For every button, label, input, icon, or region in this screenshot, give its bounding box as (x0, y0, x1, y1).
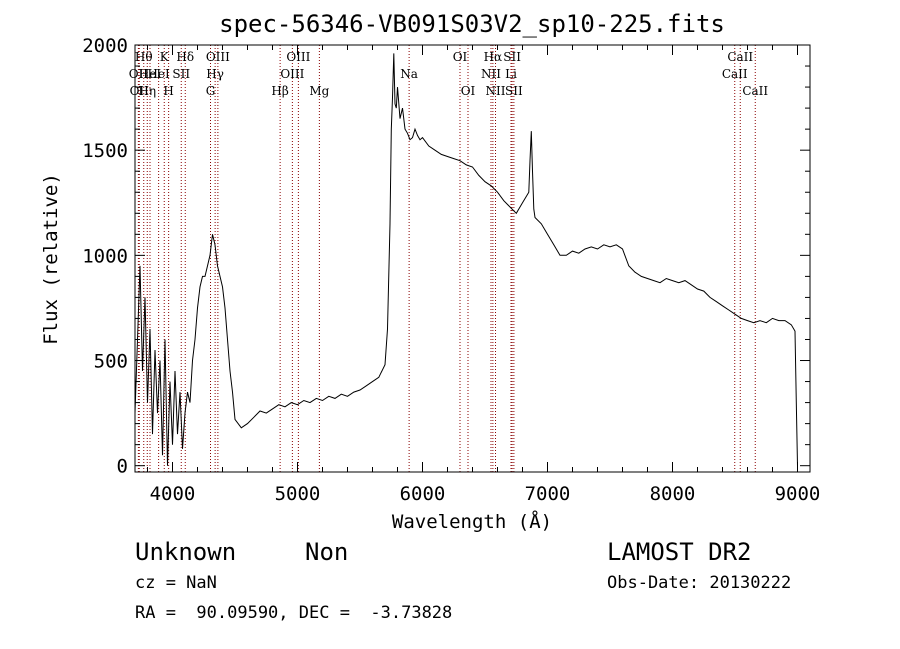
spectrum-line (134, 53, 798, 466)
line-marker-label: SII (505, 84, 523, 98)
redshift-text: cz = NaN (135, 573, 217, 593)
line-marker-label: H (163, 84, 173, 98)
line-marker-label: OIII (206, 50, 230, 64)
x-axis-ticks: 4000 5000 6000 7000 8000 9000 (147, 45, 821, 505)
line-marker-label: OII (129, 67, 149, 81)
y-axis-label: Flux (relative) (40, 173, 62, 345)
obs-date-text: Obs-Date: 20130222 (607, 573, 792, 593)
subclass-text: Non (305, 538, 349, 566)
line-marker-label: Hα (484, 50, 503, 64)
y-tick-label: 1000 (82, 245, 128, 267)
y-tick-label: 2000 (82, 35, 128, 57)
survey-text: LAMOST DR2 (607, 538, 752, 566)
line-marker-label: OI (461, 84, 476, 98)
chart-title: spec-56346-VB091S03V2_sp10-225.fits (219, 10, 725, 38)
plot-frame (134, 44, 811, 473)
line-marker-label: NII (481, 67, 501, 81)
line-marker-label: CaII (722, 67, 748, 81)
y-tick-label: 1500 (82, 140, 128, 162)
line-marker-label: Hβ (271, 84, 288, 98)
line-marker-label: SII (172, 67, 190, 81)
y-tick-label: 0 (117, 456, 128, 478)
line-marker-label: K (160, 50, 170, 64)
line-marker-label: CaII (742, 84, 768, 98)
line-marker-label: Li (505, 67, 517, 81)
line-marker-label: Hη (138, 84, 156, 98)
x-tick-label: 5000 (275, 483, 321, 505)
x-tick-label: 7000 (525, 483, 571, 505)
line-marker-label: OIII (286, 50, 310, 64)
y-axis-ticks: 0 500 1000 1500 2000 (82, 35, 810, 478)
spectral-line-markers (137, 45, 756, 472)
line-marker-label: Na (400, 67, 418, 81)
line-marker-label: HeI (139, 67, 162, 81)
x-tick-label: 6000 (400, 483, 446, 505)
y-tick-label: 500 (94, 351, 128, 373)
x-tick-label: 4000 (150, 483, 196, 505)
line-marker-label: SII (503, 50, 521, 64)
line-marker-label: OII (130, 84, 150, 98)
line-marker-label: HeI (147, 67, 170, 81)
line-marker-label: Hδ (176, 50, 194, 64)
line-marker-label: OI (453, 50, 468, 64)
line-marker-label: Hγ (206, 67, 224, 81)
line-marker-label: G (206, 84, 216, 98)
line-marker-label: CaII (727, 50, 753, 64)
classification-text: Unknown (135, 538, 237, 566)
line-marker-label: Mg (309, 84, 329, 98)
coordinates-text: RA = 90.09590, DEC = -3.73828 (135, 603, 453, 623)
x-tick-label: 8000 (650, 483, 696, 505)
x-axis-label: Wavelength (Å) (392, 510, 552, 533)
x-tick-label: 9000 (775, 483, 821, 505)
line-marker-label: NII (486, 84, 506, 98)
line-marker-label: OIII (280, 67, 304, 81)
line-marker-label: Hθ (135, 50, 153, 64)
